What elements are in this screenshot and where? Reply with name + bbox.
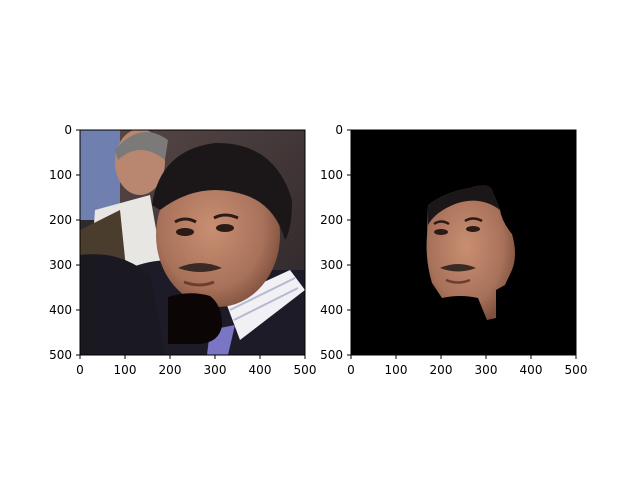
left-y-ticks bbox=[76, 129, 80, 356]
right-y-tick-labels: 0 100 200 300 400 500 bbox=[320, 123, 343, 362]
right-xtick-0: 0 bbox=[347, 363, 355, 377]
right-xtick-200: 200 bbox=[430, 363, 453, 377]
left-xtick-400: 400 bbox=[249, 363, 272, 377]
original-photo bbox=[80, 130, 305, 355]
left-ytick-400: 400 bbox=[49, 303, 72, 317]
left-ytick-100: 100 bbox=[49, 168, 72, 182]
masked-face-image bbox=[351, 130, 576, 355]
left-xtick-500: 500 bbox=[294, 363, 317, 377]
left-y-tick-labels: 0 100 200 300 400 500 bbox=[49, 123, 72, 362]
left-ytick-0: 0 bbox=[64, 123, 72, 137]
left-x-ticks bbox=[79, 355, 306, 359]
left-panel: 0 100 200 300 400 500 0 100 200 300 400 … bbox=[49, 123, 316, 377]
right-xtick-400: 400 bbox=[520, 363, 543, 377]
right-x-ticks bbox=[350, 355, 577, 359]
face-region bbox=[426, 185, 515, 320]
right-xtick-100: 100 bbox=[385, 363, 408, 377]
left-ytick-300: 300 bbox=[49, 258, 72, 272]
right-xtick-300: 300 bbox=[475, 363, 498, 377]
right-x-tick-labels: 0 100 200 300 400 500 bbox=[347, 363, 587, 377]
left-xtick-100: 100 bbox=[114, 363, 137, 377]
right-ytick-500: 500 bbox=[320, 348, 343, 362]
right-ytick-400: 400 bbox=[320, 303, 343, 317]
right-ytick-0: 0 bbox=[335, 123, 343, 137]
right-y-ticks bbox=[347, 129, 351, 356]
left-xtick-0: 0 bbox=[76, 363, 84, 377]
right-xtick-500: 500 bbox=[565, 363, 588, 377]
left-xtick-200: 200 bbox=[159, 363, 182, 377]
left-x-tick-labels: 0 100 200 300 400 500 bbox=[76, 363, 316, 377]
left-axes-frame bbox=[79, 129, 306, 356]
right-panel: 0 100 200 300 400 500 0 100 200 300 400 … bbox=[320, 123, 587, 377]
left-ytick-500: 500 bbox=[49, 348, 72, 362]
left-xtick-300: 300 bbox=[204, 363, 227, 377]
right-ytick-300: 300 bbox=[320, 258, 343, 272]
left-ytick-200: 200 bbox=[49, 213, 72, 227]
right-axes-frame bbox=[350, 129, 577, 356]
right-ytick-200: 200 bbox=[320, 213, 343, 227]
right-ytick-100: 100 bbox=[320, 168, 343, 182]
